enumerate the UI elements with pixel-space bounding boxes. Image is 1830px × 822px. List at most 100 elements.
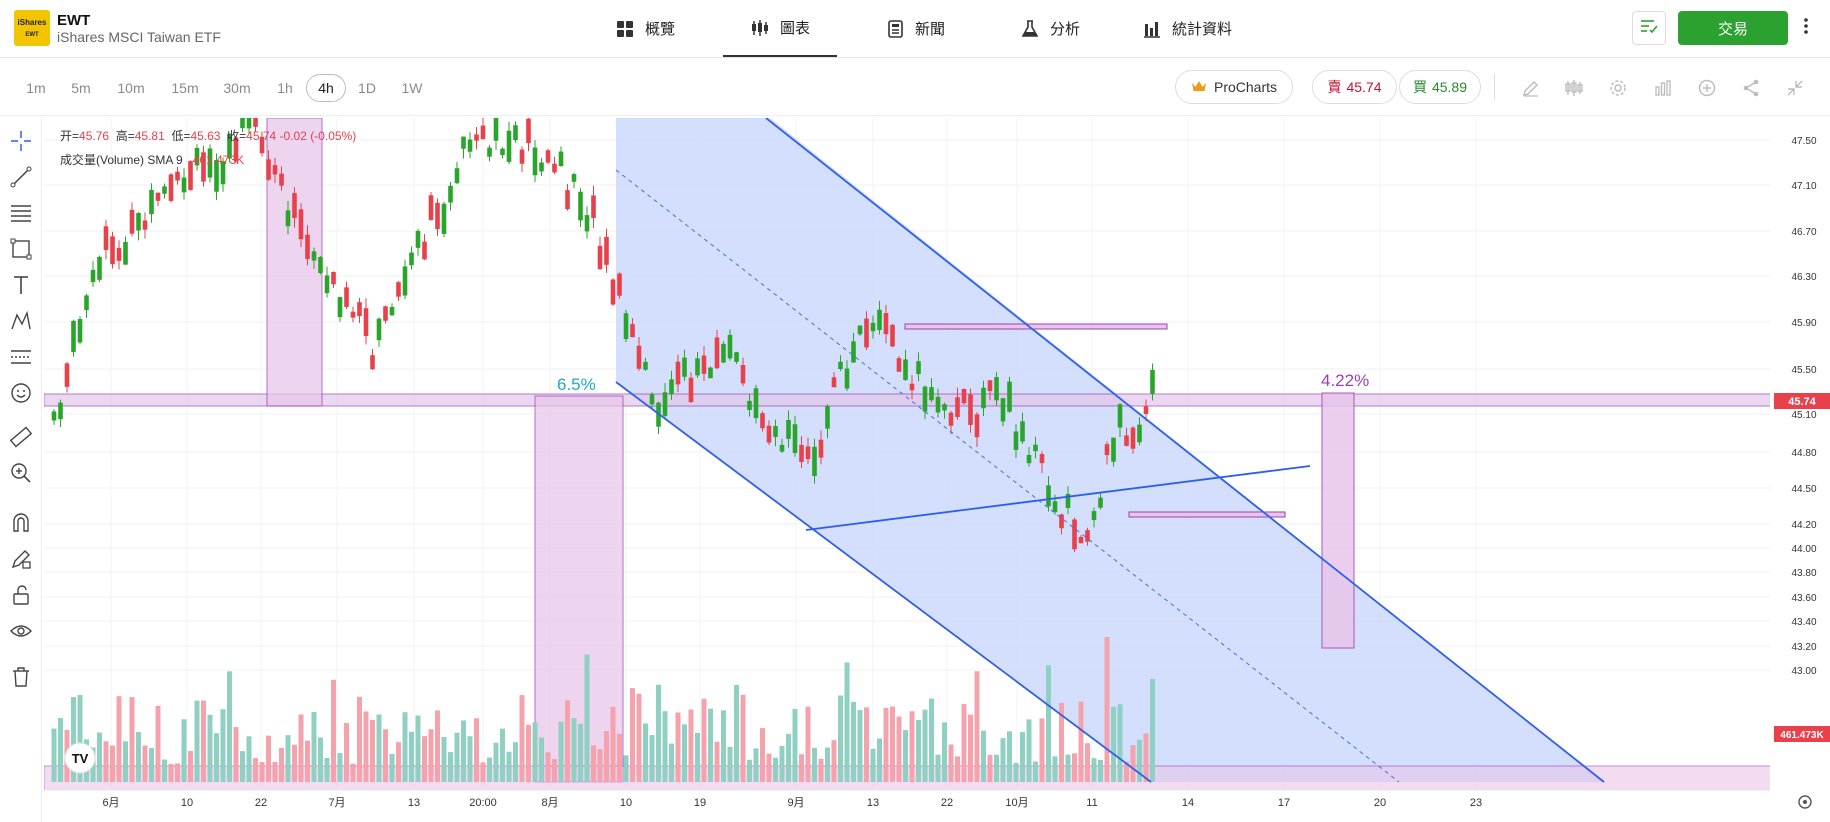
share-icon[interactable]	[1739, 76, 1763, 100]
settings-gear-icon[interactable]	[1606, 76, 1630, 100]
y-tick-label: 43.40	[1791, 617, 1816, 628]
channel-fill	[616, 118, 1604, 782]
draw-tool-icon[interactable]	[1519, 76, 1543, 100]
fib-lines-tool-icon[interactable]	[8, 200, 34, 226]
indicators-icon[interactable]	[1562, 76, 1586, 100]
candle-body	[318, 257, 323, 274]
timeframe-1m[interactable]: 1m	[26, 80, 46, 96]
overview-grid-icon	[615, 19, 635, 39]
volume-bar	[97, 732, 102, 782]
y-axis: 47.50 47.10 46.70 46.30 45.90 45.50 45.10 44.80…	[1791, 136, 1816, 677]
price-chart[interactable]: 6.5% 4.22% 47.50 47.10 46.70 46.30 45.90 45.5…	[44, 118, 1830, 822]
candle-body	[123, 241, 128, 265]
procharts-button[interactable]: ProCharts	[1175, 70, 1293, 104]
timeframe-1d[interactable]: 1D	[358, 80, 376, 96]
kebab-icon	[1804, 17, 1808, 39]
candle-body	[1026, 454, 1032, 464]
tab-overview[interactable]: 概覽	[615, 0, 675, 57]
candle-body	[383, 306, 388, 321]
candle-body	[1104, 444, 1110, 456]
sell-price-button[interactable]: 賣 45.74	[1312, 70, 1397, 104]
volume-bar	[480, 762, 486, 782]
emoji-tool-icon[interactable]	[8, 380, 34, 406]
candle-body	[1085, 530, 1090, 542]
add-compare-icon[interactable]	[1695, 76, 1719, 100]
pattern-tool-icon[interactable]	[8, 308, 34, 334]
candle-body	[896, 358, 902, 372]
volume-bar	[968, 714, 973, 782]
volume-bar	[461, 720, 466, 782]
volume-bar	[773, 757, 778, 782]
volume-bar	[162, 759, 167, 782]
tab-chart[interactable]: 圖表	[723, 0, 837, 57]
volume-bar	[662, 711, 668, 782]
x-tick-label: 17	[1278, 797, 1290, 809]
volume-bar	[123, 741, 128, 782]
chart-type-icon[interactable]	[1651, 76, 1675, 100]
timeframe-1h[interactable]: 1h	[277, 80, 293, 96]
volume-bar	[1085, 743, 1090, 782]
tab-analysis[interactable]: 分析	[1020, 0, 1080, 57]
volume-bar	[396, 742, 401, 782]
y-tick-label: 43.20	[1791, 642, 1816, 653]
logo-subtext: EWT	[25, 32, 39, 38]
more-menu-button[interactable]	[1800, 14, 1812, 42]
measure-box-top-left	[266, 118, 323, 407]
candle-body	[1059, 514, 1064, 529]
y-tick-label: 43.60	[1791, 593, 1816, 604]
tab-news[interactable]: 新聞	[885, 0, 945, 57]
candle-body	[844, 368, 850, 389]
volume-bar	[51, 728, 57, 782]
volume-bar	[779, 745, 785, 782]
ruler-tool-icon[interactable]	[8, 424, 34, 450]
zoom-in-icon[interactable]	[8, 460, 34, 486]
tab-statistics[interactable]: 統計資料	[1142, 0, 1232, 57]
candle-body	[682, 357, 687, 377]
trash-icon[interactable]	[8, 664, 34, 690]
trade-button[interactable]: 交易	[1678, 11, 1788, 45]
volume-bar	[981, 730, 986, 782]
candle-body	[1143, 406, 1149, 414]
volume-bar	[844, 662, 850, 782]
x-tick-label: 7月	[328, 797, 345, 809]
candle-body	[110, 236, 115, 265]
candle-body	[311, 251, 317, 261]
x-tick-label: 10月	[1005, 797, 1028, 809]
chart-settings-icon[interactable]	[1798, 795, 1812, 809]
volume-bar	[617, 733, 622, 782]
y-tick-label: 44.20	[1791, 520, 1816, 531]
text-tool-icon[interactable]	[8, 272, 34, 298]
candle-body	[246, 118, 252, 129]
timeframe-15m[interactable]: 15m	[171, 80, 199, 96]
collapse-icon[interactable]	[1783, 76, 1807, 100]
candle-body	[818, 439, 824, 458]
candle-body	[1111, 437, 1116, 462]
crosshair-tool-icon[interactable]	[8, 128, 34, 154]
magnet-icon[interactable]	[8, 510, 34, 536]
candle-body	[890, 324, 895, 347]
candle-body	[766, 425, 772, 443]
x-tick-label: 9月	[787, 797, 804, 809]
candle-body	[565, 190, 570, 210]
volume-bar	[253, 758, 258, 782]
volume-bar	[246, 736, 252, 782]
lock-drawing-icon[interactable]	[8, 546, 34, 572]
buy-price-button[interactable]: 買 45.89	[1399, 70, 1481, 104]
projection-tool-icon[interactable]	[8, 344, 34, 370]
timeframe-10m[interactable]: 10m	[117, 80, 145, 96]
toolbar-divider	[1494, 74, 1495, 100]
timeframe-5m[interactable]: 5m	[71, 80, 91, 96]
candle-body	[636, 345, 642, 369]
timeframe-4h[interactable]: 4h	[306, 74, 346, 102]
timeframe-1w[interactable]: 1W	[401, 80, 423, 96]
timeframe-30m[interactable]: 30m	[223, 80, 251, 96]
candle-body	[220, 161, 226, 185]
candle-body	[695, 358, 700, 376]
trendline-tool-icon[interactable]	[8, 164, 34, 190]
volume-bar	[207, 714, 213, 782]
procharts-label: ProCharts	[1213, 79, 1278, 95]
rectangle-tool-icon[interactable]	[8, 236, 34, 262]
unlock-icon[interactable]	[8, 582, 34, 608]
eye-visibility-icon[interactable]	[8, 618, 34, 644]
watchlist-button[interactable]	[1632, 11, 1666, 45]
